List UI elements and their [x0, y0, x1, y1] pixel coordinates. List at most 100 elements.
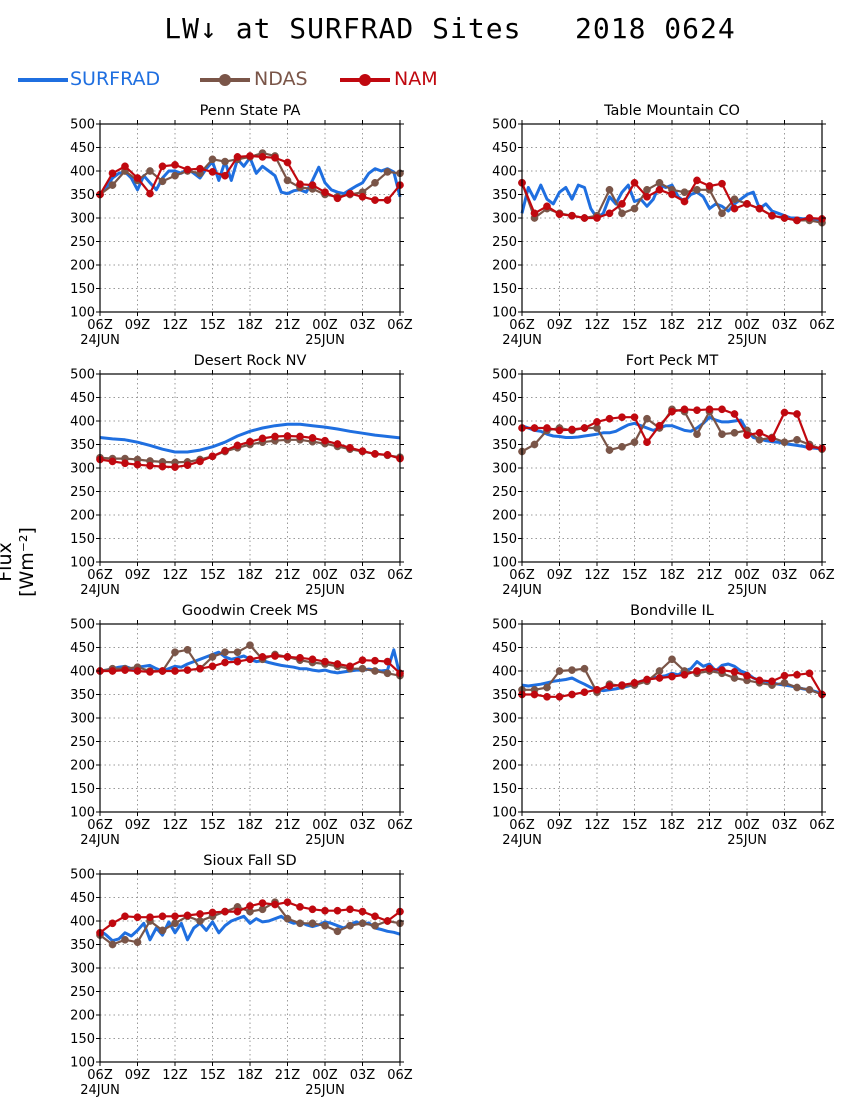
x-date-label: 25JUN — [727, 833, 767, 848]
y-tick-label: 200 — [70, 259, 95, 274]
y-tick-label: 500 — [70, 618, 95, 633]
x-tick-label: 09Z — [125, 318, 151, 333]
data-point-nam — [668, 190, 676, 199]
data-point-ndas — [371, 178, 379, 187]
data-point-nam — [121, 162, 129, 171]
data-point-ndas — [208, 653, 217, 661]
y-tick-label: 150 — [70, 532, 95, 547]
data-point-nam — [158, 667, 167, 675]
data-point-nam — [693, 667, 701, 675]
data-point-nam — [146, 668, 154, 676]
y-tick-label: 450 — [70, 641, 95, 656]
x-tick-label: 21Z — [275, 1068, 301, 1083]
x-tick-label: 06Z — [87, 568, 113, 583]
data-point-ndas — [580, 664, 589, 673]
data-point-nam — [158, 162, 167, 171]
y-tick-label: 350 — [70, 938, 95, 953]
x-tick-label: 15Z — [622, 818, 648, 833]
x-tick-label: 12Z — [162, 818, 188, 833]
x-tick-label: 12Z — [584, 568, 610, 583]
data-point-nam — [730, 204, 739, 213]
data-point-nam — [543, 424, 551, 432]
data-point-ndas — [383, 168, 392, 176]
y-tick-label: 500 — [492, 118, 517, 133]
x-tick-label: 03Z — [772, 568, 798, 583]
x-tick-label: 18Z — [659, 318, 685, 333]
data-point-nam — [743, 200, 751, 208]
y-tick-label: 450 — [70, 891, 95, 906]
data-point-ndas — [333, 927, 342, 936]
data-point-nam — [246, 152, 254, 160]
data-point-nam — [555, 426, 564, 435]
x-tick-label: 21Z — [275, 318, 301, 333]
data-point-ndas — [805, 685, 814, 694]
y-tick-label: 200 — [70, 1009, 95, 1024]
data-point-nam — [296, 653, 304, 662]
data-point-ndas — [283, 176, 292, 185]
data-point-nam — [271, 432, 279, 441]
legend-swatch-ndas — [200, 74, 250, 86]
data-point-nam — [530, 690, 539, 699]
y-tick-label: 450 — [70, 391, 95, 406]
data-point-ndas — [618, 209, 626, 218]
x-date-label: 24JUN — [80, 1083, 120, 1098]
data-point-nam — [555, 692, 564, 701]
data-point-nam — [371, 656, 379, 665]
data-point-nam — [146, 913, 154, 922]
data-point-nam — [271, 900, 279, 909]
x-tick-label: 21Z — [697, 318, 723, 333]
data-point-nam — [108, 457, 117, 466]
y-tick-label: 300 — [70, 712, 95, 727]
x-tick-label: 18Z — [237, 818, 263, 833]
data-point-nam — [183, 165, 192, 174]
data-point-nam — [630, 678, 639, 687]
x-tick-label: 06Z — [809, 818, 835, 833]
data-point-nam — [358, 907, 367, 916]
x-tick-label: 15Z — [622, 318, 648, 333]
data-point-nam — [308, 905, 317, 914]
data-point-ndas — [605, 446, 614, 454]
data-point-nam — [705, 182, 714, 190]
data-point-nam — [383, 657, 392, 666]
data-point-nam — [593, 685, 601, 694]
data-point-nam — [693, 406, 701, 415]
x-tick-label: 00Z — [312, 318, 338, 333]
data-point-nam — [780, 408, 789, 417]
legend-swatch-nam — [340, 74, 390, 86]
chart-title: Sioux Fall SD — [203, 853, 296, 869]
y-tick-label: 400 — [492, 665, 517, 680]
data-point-nam — [308, 655, 317, 664]
y-tick-label: 100 — [70, 806, 95, 821]
y-tick-label: 450 — [492, 391, 517, 406]
data-point-ndas — [233, 648, 242, 657]
x-tick-label: 12Z — [162, 568, 188, 583]
x-tick-label: 00Z — [734, 318, 760, 333]
series-line-surfrad — [99, 422, 401, 454]
y-tick-label: 350 — [70, 688, 95, 703]
data-point-nam — [655, 674, 664, 682]
data-point-nam — [530, 424, 539, 432]
data-point-ndas — [246, 641, 254, 650]
data-point-ndas — [108, 181, 117, 189]
data-point-nam — [755, 428, 764, 437]
data-point-nam — [618, 681, 626, 689]
x-tick-label: 06Z — [809, 568, 835, 583]
x-tick-label: 06Z — [87, 318, 113, 333]
data-point-nam — [146, 461, 154, 470]
data-point-nam — [208, 908, 217, 917]
y-tick-label: 250 — [492, 235, 517, 250]
data-point-ndas — [530, 440, 539, 449]
data-point-nam — [580, 214, 589, 222]
data-point-nam — [196, 664, 204, 673]
y-tick-label: 300 — [492, 462, 517, 477]
legend-label-ndas: NDAS — [254, 68, 308, 90]
data-point-nam — [321, 188, 329, 197]
data-point-nam — [605, 682, 614, 690]
data-point-nam — [121, 912, 129, 921]
x-tick-label: 09Z — [547, 818, 573, 833]
x-tick-label: 12Z — [162, 1068, 188, 1083]
y-tick-label: 250 — [70, 735, 95, 750]
x-tick-label: 15Z — [622, 568, 648, 583]
data-point-nam — [133, 460, 142, 469]
data-point-nam — [618, 413, 626, 422]
